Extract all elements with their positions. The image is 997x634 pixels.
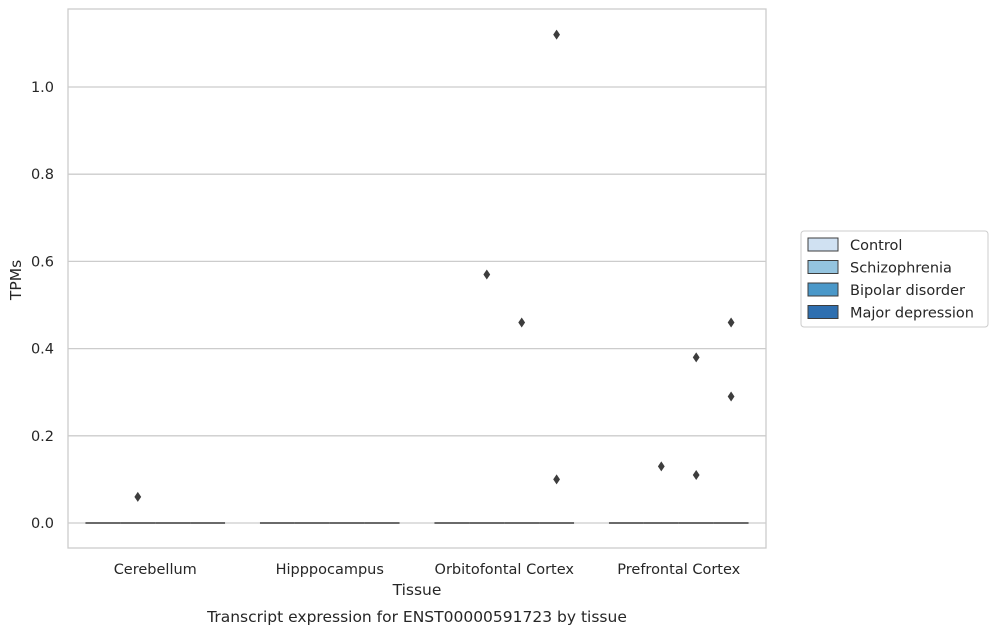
y-tick-label: 0.2 bbox=[31, 429, 54, 445]
outlier-point bbox=[692, 470, 700, 481]
outlier-point bbox=[134, 491, 142, 502]
legend-label: Major depression bbox=[850, 306, 974, 322]
plot-frame bbox=[67, 8, 767, 549]
legend-swatch bbox=[807, 282, 839, 297]
x-tick-label: Hipppocampus bbox=[276, 562, 384, 578]
outliers bbox=[134, 29, 735, 502]
y-tick-labels: 0.0 0.2 0.4 0.6 0.8 1.0 bbox=[31, 80, 54, 532]
legend-label: Bipolar disorder bbox=[850, 283, 965, 299]
outlier-point bbox=[553, 474, 560, 485]
y-tick-label: 0.4 bbox=[31, 342, 54, 358]
x-axis-label: Tissue bbox=[392, 581, 442, 599]
outlier-point bbox=[483, 269, 491, 280]
x-tick-label: Orbitofontal Cortex bbox=[435, 562, 575, 578]
outlier-point bbox=[727, 317, 735, 328]
gridlines bbox=[68, 86, 766, 524]
outlier-point bbox=[553, 29, 560, 40]
y-tick-label: 1.0 bbox=[31, 80, 54, 96]
y-axis-label: TPMs bbox=[7, 260, 25, 301]
x-tick-label: Cerebellum bbox=[114, 562, 197, 578]
outlier-point bbox=[727, 391, 735, 402]
y-tick-label: 0.0 bbox=[31, 516, 54, 532]
legend-swatch bbox=[807, 260, 839, 274]
legend-label: Control bbox=[850, 238, 902, 254]
y-tick-label: 0.6 bbox=[31, 254, 54, 270]
legend-swatch bbox=[807, 305, 839, 319]
legend-label: Schizophrenia bbox=[850, 261, 952, 277]
outlier-point bbox=[657, 461, 665, 472]
chart-caption: Transcript expression for ENST0000059172… bbox=[206, 608, 627, 626]
outlier-point bbox=[692, 352, 700, 363]
outlier-point bbox=[518, 317, 526, 328]
x-tick-labels: Cerebellum Hipppocampus Orbitofontal Corte… bbox=[114, 562, 741, 578]
y-tick-label: 0.8 bbox=[31, 167, 54, 183]
legend-frame bbox=[800, 230, 989, 328]
legend-swatch bbox=[807, 237, 839, 252]
x-tick-label: Prefrontal Cortex bbox=[617, 562, 740, 578]
legend: Control Schizophrenia Bipolar disorder Majo… bbox=[800, 230, 989, 328]
